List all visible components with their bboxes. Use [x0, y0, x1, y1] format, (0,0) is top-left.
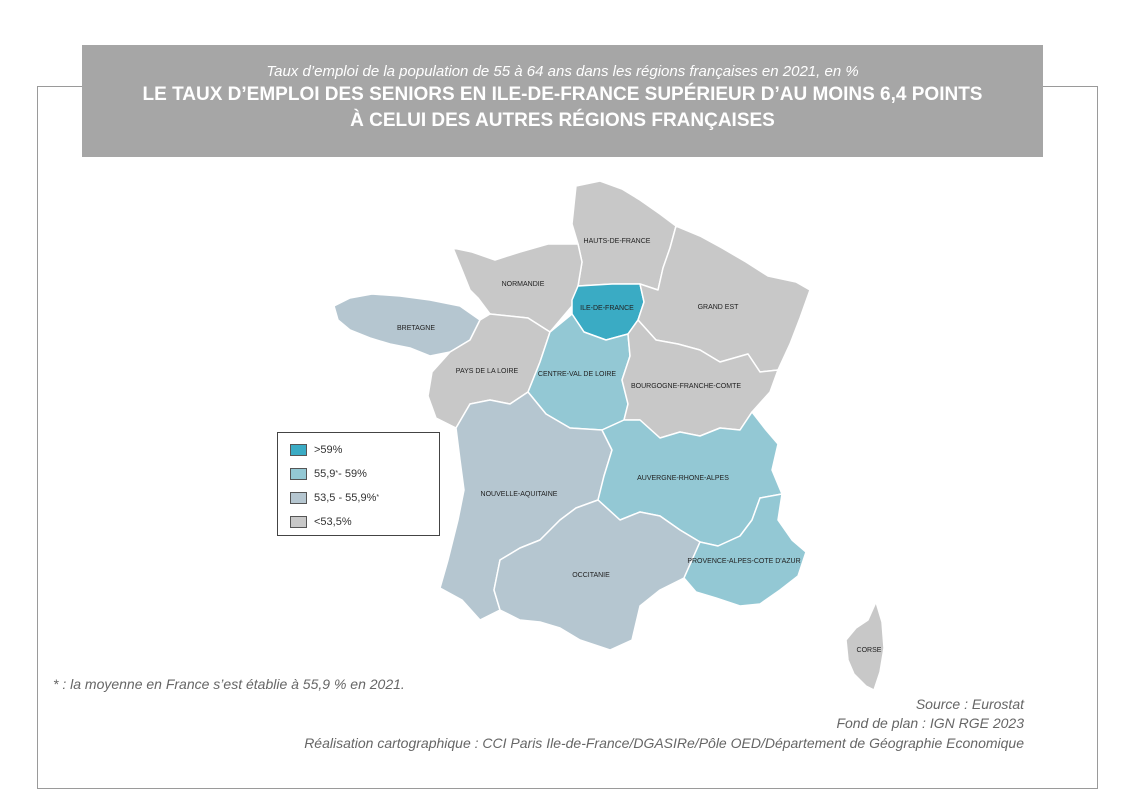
- label-auvergne-rhone-alpes: AUVERGNE-RHONE-ALPES: [637, 475, 729, 482]
- label-paca: PROVENCE-ALPES-COTE D'AZUR: [687, 558, 800, 565]
- legend-item-low: <53,5%: [290, 514, 352, 530]
- legend-label-mid-high-tail: - 59%: [338, 468, 367, 480]
- label-hauts-de-france: HAUTS-DE-FRANCE: [584, 238, 651, 245]
- basemap-credit: Fond de plan : IGN RGE 2023: [836, 715, 1024, 731]
- legend-swatch-high: [290, 444, 307, 456]
- label-occitanie: OCCITANIE: [572, 572, 610, 579]
- legend-swatch-low: [290, 516, 307, 528]
- legend-item-mid-low: 53,5 - 55,9% *: [290, 490, 379, 506]
- legend-swatch-mid-high: [290, 468, 307, 480]
- label-pays-de-la-loire: PAYS DE LA LOIRE: [456, 368, 519, 375]
- legend-item-high: >59%: [290, 442, 342, 458]
- label-bourgogne-franche-comte: BOURGOGNE-FRANCHE-COMTE: [631, 383, 741, 390]
- label-grand-est: GRAND EST: [698, 304, 740, 311]
- legend-label-high: >59%: [314, 444, 343, 456]
- title-banner: Taux d’emploi de la population de 55 à 6…: [82, 45, 1043, 157]
- legend-label-mid-low: 53,5 - 55,9%: [314, 492, 377, 504]
- legend-swatch-mid-low: [290, 492, 307, 504]
- region-paca: [683, 493, 807, 607]
- legend-label-low: <53,5%: [314, 516, 352, 528]
- region-hauts-de-france: [571, 180, 677, 291]
- label-normandie: NORMANDIE: [502, 281, 545, 288]
- map-title-line-1: LE TAUX D’EMPLOI DES SENIORS EN ILE-DE-F…: [142, 84, 983, 105]
- map-subtitle: Taux d’emploi de la population de 55 à 6…: [266, 63, 859, 80]
- cartography-credit: Réalisation cartographique : CCI Paris I…: [304, 735, 1024, 751]
- region-corse: [845, 601, 885, 691]
- label-ile-de-france: ILE-DE-FRANCE: [580, 305, 634, 312]
- source: Source : Eurostat: [915, 696, 1024, 712]
- legend-label-mid-high: 55,9: [314, 468, 336, 480]
- label-bretagne: BRETAGNE: [397, 325, 435, 332]
- label-centre-val-de-loire: CENTRE-VAL DE LOIRE: [538, 371, 617, 378]
- legend-item-mid-high: 55,9 * - 59%: [290, 466, 367, 482]
- label-corse: CORSE: [857, 647, 882, 654]
- map-legend: >59% 55,9 * - 59% 53,5 - 55,9% * <53,5%: [277, 432, 440, 536]
- label-nouvelle-aquitaine: NOUVELLE-AQUITAINE: [481, 491, 558, 498]
- footnote: * : la moyenne en France s’est établie à…: [53, 676, 405, 692]
- map-title-line-2: À CELUI DES AUTRES RÉGIONS FRANÇAISES: [350, 110, 775, 131]
